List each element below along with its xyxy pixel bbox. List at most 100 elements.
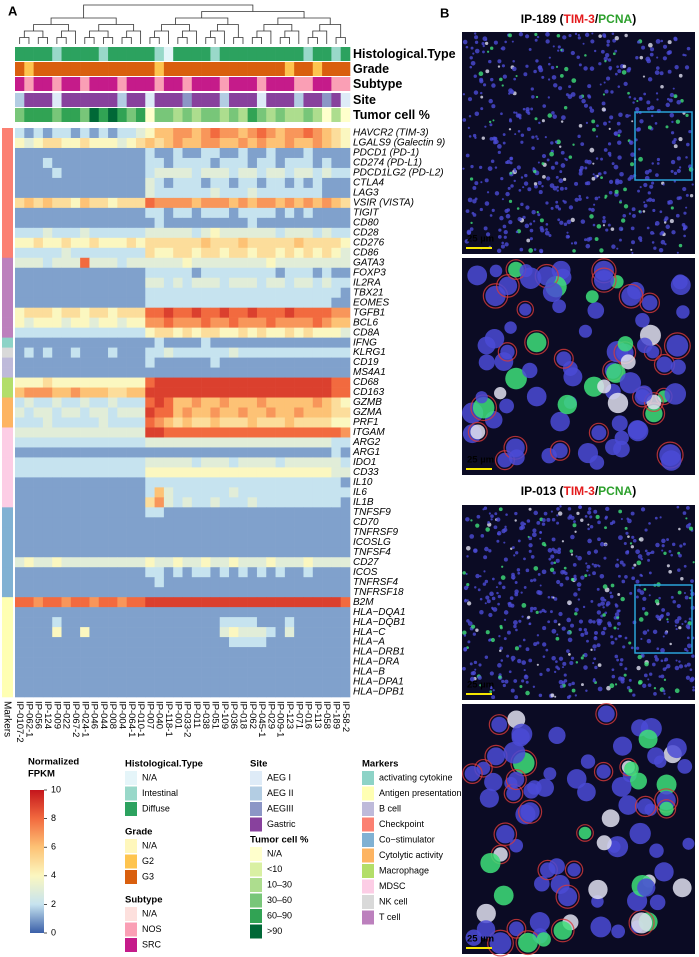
colorbar-title: FPKM xyxy=(28,769,55,780)
heatmap-cell xyxy=(285,447,295,457)
nucleus xyxy=(579,827,592,840)
nucleus xyxy=(593,224,596,227)
heatmap-cell xyxy=(248,467,258,477)
annotation-cell xyxy=(266,108,276,122)
nucleus xyxy=(557,667,560,670)
heatmap-cell xyxy=(164,577,174,587)
nucleus xyxy=(632,101,634,103)
heatmap-cell xyxy=(201,417,211,427)
heatmap-cell xyxy=(229,238,239,248)
heatmap-cell xyxy=(257,378,267,388)
heatmap-cell xyxy=(238,398,248,408)
nucleus xyxy=(530,108,533,111)
dendrogram-branch xyxy=(150,38,159,45)
heatmap-cell xyxy=(89,607,99,617)
annotation-cell xyxy=(266,93,276,107)
heatmap-cell xyxy=(145,607,155,617)
marker-group-cell xyxy=(2,627,13,637)
heatmap-cell xyxy=(127,298,137,308)
marker-group-cell xyxy=(2,657,13,667)
heatmap-cell xyxy=(71,398,81,408)
annotation-cell xyxy=(34,108,44,122)
nucleus xyxy=(475,629,478,632)
heatmap-cell xyxy=(136,677,146,687)
heatmap-cell xyxy=(303,647,313,657)
nucleus xyxy=(670,554,673,557)
heatmap-cell xyxy=(173,667,183,677)
annotation-cell xyxy=(192,62,202,76)
heatmap-cell xyxy=(201,437,211,447)
heatmap-cell xyxy=(52,477,62,487)
heatmap-cell xyxy=(238,427,248,437)
nucleus xyxy=(497,663,502,668)
heatmap-cell xyxy=(43,577,53,587)
heatmap-cell xyxy=(43,338,53,348)
heatmap-cell xyxy=(331,617,341,627)
nucleus xyxy=(469,115,471,117)
nucleus xyxy=(469,66,472,69)
nucleus xyxy=(501,242,504,245)
nucleus xyxy=(479,71,484,76)
colorbar-tick-label: 2 xyxy=(51,899,56,909)
heatmap-cell xyxy=(145,587,155,597)
dendrogram-branch xyxy=(234,38,243,45)
heatmap-cell xyxy=(99,238,109,248)
nucleus xyxy=(464,599,467,602)
heatmap-cell xyxy=(89,368,99,378)
heatmap-cell xyxy=(303,178,313,188)
nucleus xyxy=(524,669,526,671)
heatmap-cell xyxy=(62,507,72,517)
heatmap-cell xyxy=(183,168,193,178)
nucleus xyxy=(485,201,490,206)
heatmap-cell xyxy=(15,587,25,597)
heatmap-cell xyxy=(89,268,99,278)
heatmap-cell xyxy=(257,218,267,228)
nucleus xyxy=(521,176,523,178)
heatmap-cell xyxy=(52,238,62,248)
nucleus xyxy=(601,631,605,635)
heatmap-cell xyxy=(62,338,72,348)
heatmap-cell xyxy=(145,557,155,567)
heatmap-cell xyxy=(136,288,146,298)
nucleus xyxy=(571,51,575,55)
heatmap-cell xyxy=(164,537,174,547)
heatmap-cell xyxy=(192,447,202,457)
nucleus xyxy=(619,239,622,242)
annotation-cell xyxy=(34,93,44,107)
heatmap-cell xyxy=(322,437,332,447)
nucleus xyxy=(513,679,517,683)
heatmap-cell xyxy=(108,487,118,497)
nucleus xyxy=(676,305,689,318)
heatmap-cell xyxy=(43,348,53,358)
nucleus xyxy=(590,455,605,470)
heatmap-cell xyxy=(294,437,304,447)
heatmap-cell xyxy=(294,537,304,547)
heatmap-cell xyxy=(257,507,267,517)
marker-group-cell xyxy=(2,338,13,348)
heatmap-cell xyxy=(62,288,72,298)
heatmap-cell xyxy=(108,358,118,368)
annotation-cell xyxy=(117,62,127,76)
heatmap-cell xyxy=(117,198,127,208)
nucleus xyxy=(637,41,640,44)
heatmap-cell xyxy=(313,587,323,597)
heatmap-cell xyxy=(276,258,286,268)
heatmap-cell xyxy=(99,687,109,697)
nucleus xyxy=(485,602,487,604)
heatmap-cell xyxy=(276,677,286,687)
heatmap-cell xyxy=(266,417,276,427)
nucleus xyxy=(664,221,666,223)
heatmap-cell xyxy=(145,647,155,657)
heatmap-cell xyxy=(24,128,34,138)
nucleus xyxy=(675,659,677,661)
heatmap-cell xyxy=(276,238,286,248)
heatmap-cell xyxy=(145,547,155,557)
legend-label: >90 xyxy=(267,926,282,936)
heatmap-cell xyxy=(127,457,137,467)
heatmap-cell xyxy=(62,128,72,138)
heatmap-cell xyxy=(322,228,332,238)
nucleus xyxy=(558,178,563,183)
heatmap-cell xyxy=(155,348,165,358)
heatmap-cell xyxy=(99,617,109,627)
heatmap-cell xyxy=(99,158,109,168)
